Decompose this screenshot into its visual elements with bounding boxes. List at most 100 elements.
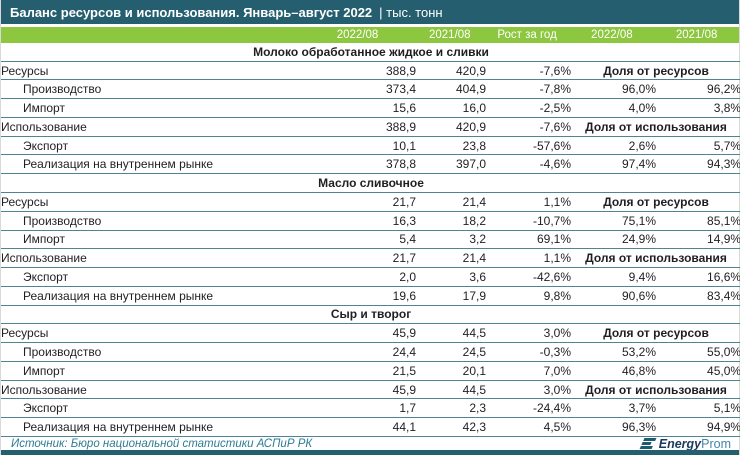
growth-value: 3,0% [486,380,571,400]
bottom-accent-bar [1,450,739,455]
growth-value: -42,6% [486,267,571,287]
value-2022: 21,5 [301,361,416,381]
section-title: Молоко обработанное жидкое и сливки [1,43,740,62]
value-2021: 397,0 [416,154,486,175]
value-2022: 24,4 [301,342,416,362]
value-2021: 24,5 [416,342,486,362]
table-row: Ресурсы 45,9 44,5 3,0% Доля от ресурсов [1,323,740,344]
table-row: Экспорт 1,7 2,3 -24,4% 3,7% 5,1% [1,398,740,419]
source-text: Источник: Бюро национальной статистики А… [11,437,313,450]
share-span-label: Доля от ресурсов [571,192,740,212]
value-2021: 20,1 [416,361,486,381]
share-2021: 55,0% [656,342,740,362]
table-row: Использование 21,7 21,4 1,1% Доля от использ… [1,248,740,269]
row-label: Производство [1,211,301,231]
value-2021: 21,4 [416,192,486,212]
share-span-label: Доля от ресурсов [571,61,740,81]
share-2021: 5,1% [656,398,740,419]
value-2021: 21,4 [416,248,486,269]
share-2021: 85,1% [656,211,740,231]
value-2022: 15,6 [301,98,416,118]
section-title: Масло сливочное [1,173,740,193]
growth-value: 3,0% [486,323,571,344]
value-2022: 2,0 [301,267,416,287]
table-row: Ресурсы 388,9 420,9 -7,6% Доля от ресурсов [1,61,740,81]
value-2021: 420,9 [416,117,486,137]
value-2021: 42,3 [416,417,486,437]
balance-table-body: Молоко обработанное жидкое и сливки Ресур… [1,43,740,437]
value-2022: 44,1 [301,417,416,437]
share-2022: 46,8% [571,361,656,381]
value-2021: 3,2 [416,230,486,250]
report-unit: | тыс. тонн [379,4,443,20]
energyprom-logo-icon [639,438,657,449]
growth-value: -7,6% [486,117,571,137]
share-2021: 5,7% [656,136,740,156]
row-label: Экспорт [1,398,301,419]
row-label: Реализация на внутреннем рынке [1,154,301,175]
growth-value: 4,5% [486,417,571,437]
share-2021: 16,6% [656,267,740,287]
table-row: Реализация на внутреннем рынке 19,6 17,9 9,… [1,286,740,306]
growth-value: -2,5% [486,98,571,118]
share-2022: 96,0% [571,79,656,100]
table-row: Экспорт 10,1 23,8 -57,6% 2,6% 5,7% [1,136,740,156]
row-label: Импорт [1,98,301,118]
value-2021: 23,8 [416,136,486,156]
table-row: Импорт 21,5 20,1 7,0% 46,8% 45,0% [1,361,740,381]
share-2021: 45,0% [656,361,740,381]
share-span-label: Доля от ресурсов [571,323,740,344]
report-title: Баланс ресурсов и использования. Январь–… [10,4,373,20]
growth-value: -57,6% [486,136,571,156]
growth-value: 9,8% [486,286,571,306]
value-2022: 21,7 [301,248,416,269]
row-label: Экспорт [1,136,301,156]
row-label: Импорт [1,361,301,381]
table-row: Производство 24,4 24,5 -0,3% 53,2% 55,0% [1,342,740,362]
value-2021: 3,6 [416,267,486,287]
share-2021: 94,9% [656,417,740,437]
share-2021: 94,3% [656,154,740,175]
column-header-2021-08-a: 2021/08 [428,29,471,41]
column-header-2022-08-b: 2022/08 [591,29,633,41]
value-2022: 378,8 [301,154,416,175]
share-2022: 2,6% [571,136,656,156]
balance-table: Молоко обработанное жидкое и сливки Ресур… [1,43,740,437]
row-label: Производство [1,342,301,362]
growth-value: 7,0% [486,361,571,381]
value-2021: 2,3 [416,398,486,419]
value-2022: 388,9 [301,61,416,81]
growth-value: 1,1% [486,192,571,212]
row-label: Использование [1,117,301,137]
value-2022: 5,4 [301,230,416,250]
share-2022: 97,4% [571,154,656,175]
row-label: Реализация на внутреннем рынке [1,417,301,437]
logo-text-prom: Prom [701,436,731,451]
value-2022: 45,9 [301,380,416,400]
value-2022: 1,7 [301,398,416,419]
growth-value: -7,6% [486,61,571,81]
table-row: Импорт 15,6 16,0 -2,5% 4,0% 3,8% [1,98,740,118]
share-2021: 83,4% [656,286,740,306]
table-row: Импорт 5,4 3,2 69,1% 24,9% 14,9% [1,230,740,250]
share-span-label: Доля от использования [571,117,740,137]
report-footer: Источник: Бюро национальной статистики А… [1,436,739,451]
value-2022: 19,6 [301,286,416,306]
value-2021: 18,2 [416,211,486,231]
share-span-label: Доля от использования [571,380,740,400]
value-2021: 44,5 [416,380,486,400]
logo-text-energy: Energy [658,436,702,451]
value-2022: 373,4 [301,79,416,100]
section-title: Сыр и творог [1,305,740,325]
growth-value: -0,3% [486,342,571,362]
table-row: Ресурсы 21,7 21,4 1,1% Доля от ресурсов [1,192,740,212]
column-header-growth: Рост за год [497,29,557,41]
share-2022: 96,3% [571,417,656,437]
row-label: Производство [1,79,301,100]
column-header-2021-08-b: 2021/08 [675,29,718,41]
growth-value: -24,4% [486,398,571,419]
section-header-row: Сыр и творог [1,305,740,325]
row-label: Ресурсы [1,61,301,81]
share-2022: 75,1% [571,211,656,231]
value-2021: 420,9 [416,61,486,81]
